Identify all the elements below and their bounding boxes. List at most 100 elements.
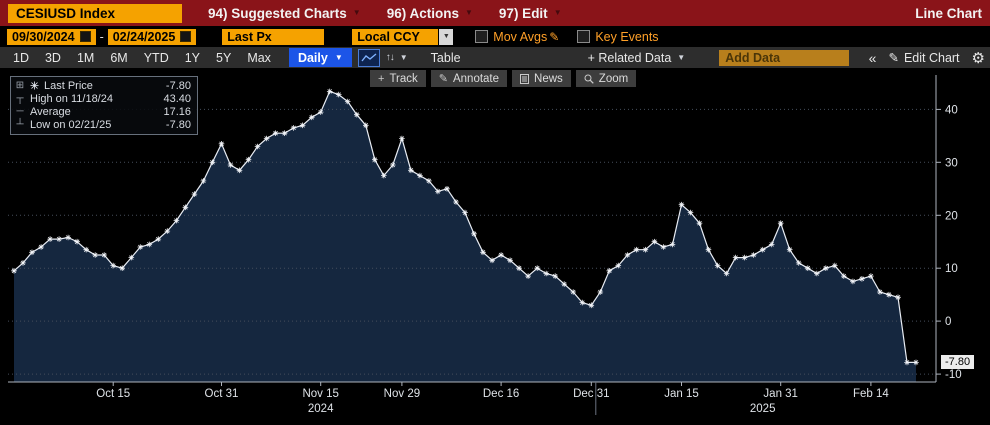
period-ytd[interactable]: YTD [143, 50, 169, 65]
chart-overlay-buttons: + Track ✎ Annotate News Zoom [370, 70, 637, 87]
svg-text:Nov 29: Nov 29 [384, 388, 420, 400]
last-value-badge: -7.80 [941, 355, 975, 370]
chevron-down-icon: ▼ [677, 52, 686, 62]
period-5y[interactable]: 5Y [216, 50, 232, 65]
key-events-label: Key Events [595, 29, 659, 44]
svg-text:2024: 2024 [308, 403, 334, 415]
legend-value: -7.80 [165, 118, 191, 131]
legend-value: 17.16 [163, 105, 191, 118]
end-date-input[interactable]: 02/24/2025 [107, 28, 197, 45]
svg-text:-10: -10 [945, 369, 962, 381]
frequency-select[interactable]: Daily ▼ [288, 48, 352, 67]
start-date-input[interactable]: 09/30/2024 [7, 28, 96, 45]
related-data-label: + Related Data [587, 50, 672, 65]
news-icon [520, 73, 530, 84]
collapse-panel-button[interactable]: « [868, 49, 877, 66]
star-marker-icon [30, 81, 39, 90]
related-data-button[interactable]: + Related Data ▼ [588, 51, 686, 65]
security-ticker-field[interactable]: CESIUSD Index [8, 3, 182, 23]
pencil-icon: ✎ [438, 73, 448, 85]
edit-chart-button[interactable]: ✎ Edit Chart [888, 50, 960, 66]
period-max[interactable]: Max [247, 50, 271, 65]
svg-text:Oct 31: Oct 31 [205, 388, 239, 400]
control-bar: 09/30/2024 - 02/24/2025 Last Px Local CC… [0, 26, 990, 47]
start-date-value: 09/30/2024 [12, 29, 75, 44]
chart-toolbar: 1D 3D 1M 6M YTD 1Y 5Y Max Daily ▼ ↑↓ ▼ T… [0, 47, 990, 68]
menu-actions[interactable]: 96) Actions ▼ [387, 6, 473, 21]
chevron-down-icon: ▼ [352, 8, 361, 17]
chart-type-title: Line Chart [915, 5, 982, 21]
plus-icon: + [378, 72, 385, 85]
svg-text:Oct 15: Oct 15 [96, 388, 130, 400]
period-1d[interactable]: 1D [13, 50, 29, 65]
mov-avgs-checkbox[interactable] [475, 30, 489, 43]
track-label: Track [389, 72, 418, 85]
collapse-legend-icon[interactable]: ⊞ [15, 80, 25, 91]
zoom-label: Zoom [598, 72, 629, 85]
legend-label: Low on 02/21/25 [30, 118, 112, 131]
menu-edit[interactable]: 97) Edit ▼ [499, 6, 562, 21]
magnifier-icon [584, 74, 594, 84]
sort-arrows-icon[interactable]: ↑↓ [385, 52, 395, 63]
legend-value: -7.80 [165, 79, 191, 92]
table-button[interactable]: Table [430, 50, 461, 65]
legend-value: 43.40 [163, 92, 191, 105]
period-3d[interactable]: 3D [44, 50, 61, 65]
line-chart-type-icon[interactable] [357, 48, 380, 67]
calendar-icon[interactable] [79, 31, 91, 42]
svg-text:2025: 2025 [750, 403, 776, 415]
edit-chart-label: Edit Chart [903, 50, 960, 65]
price-chart-canvas[interactable]: 40 30 20 10 0 -10 Oct 15 Oct 31 Nov 15 Nov 29 Dec … [0, 68, 990, 425]
legend-row-last-price: ⊞ Last Price -7.80 [15, 79, 191, 92]
annotate-label: Annotate [452, 72, 500, 85]
legend-row-average: ─ Average 17.16 [15, 105, 191, 118]
svg-text:Jan 31: Jan 31 [763, 388, 798, 400]
svg-text:40: 40 [945, 104, 958, 116]
legend-label: High on 11/18/24 [30, 92, 113, 105]
legend-row-low: ┴ Low on 02/21/25 -7.80 [15, 118, 191, 131]
svg-text:Dec 31: Dec 31 [573, 388, 609, 400]
chart-options-dropdown-icon[interactable]: ▼ [399, 53, 408, 62]
svg-text:10: 10 [945, 263, 958, 275]
svg-text:Dec 16: Dec 16 [483, 388, 519, 400]
annotate-button[interactable]: ✎ Annotate [430, 70, 508, 87]
settings-gear-icon[interactable]: ⚙ [971, 49, 985, 67]
low-marker-icon: ┴ [16, 119, 24, 130]
period-1y[interactable]: 1Y [184, 50, 201, 65]
legend-row-high: ┬ High on 11/18/24 43.40 [15, 92, 191, 105]
news-button[interactable]: News [512, 70, 571, 87]
track-button[interactable]: + Track [370, 70, 426, 87]
price-field-value: Last Px [227, 29, 272, 44]
pencil-icon[interactable]: ✎ [549, 29, 560, 44]
menu-edit-label: 97) Edit [498, 5, 548, 21]
toolbar-right-group: « ✎ Edit Chart ⚙ [869, 49, 985, 67]
chevron-down-icon: ▼ [334, 52, 343, 62]
add-data-input[interactable]: Add Data [719, 49, 850, 66]
svg-text:Nov 15: Nov 15 [302, 388, 338, 400]
key-events-checkbox[interactable] [577, 30, 591, 43]
calendar-icon[interactable] [180, 31, 192, 42]
title-bar: CESIUSD Index 94) Suggested Charts ▼ 96)… [0, 0, 990, 26]
svg-text:20: 20 [945, 210, 958, 222]
pencil-icon: ✎ [888, 51, 899, 65]
legend-label: Average [30, 105, 71, 118]
svg-text:30: 30 [945, 157, 958, 169]
price-field-select[interactable]: Last Px [222, 28, 325, 45]
date-range-dash: - [99, 29, 104, 44]
currency-select[interactable]: Local CCY [352, 28, 439, 45]
menu-actions-label: 96) Actions [386, 5, 459, 21]
chart-legend[interactable]: ⊞ Last Price -7.80 ┬ High on 11/18/24 43… [10, 76, 198, 135]
svg-text:Feb 14: Feb 14 [853, 388, 889, 400]
zoom-button[interactable]: Zoom [575, 70, 637, 87]
average-marker-icon: ─ [16, 106, 24, 117]
period-6m[interactable]: 6M [110, 50, 128, 65]
menu-suggested-charts-label: 94) Suggested Charts [208, 5, 347, 21]
period-1m[interactable]: 1M [76, 50, 95, 65]
high-marker-icon: ┬ [16, 93, 24, 104]
frequency-value: Daily [297, 50, 328, 65]
menu-suggested-charts[interactable]: 94) Suggested Charts ▼ [208, 6, 361, 21]
svg-text:Jan 15: Jan 15 [664, 388, 699, 400]
chevron-down-icon: ▼ [465, 8, 473, 17]
currency-dropdown-button[interactable]: ▼ [439, 28, 454, 45]
